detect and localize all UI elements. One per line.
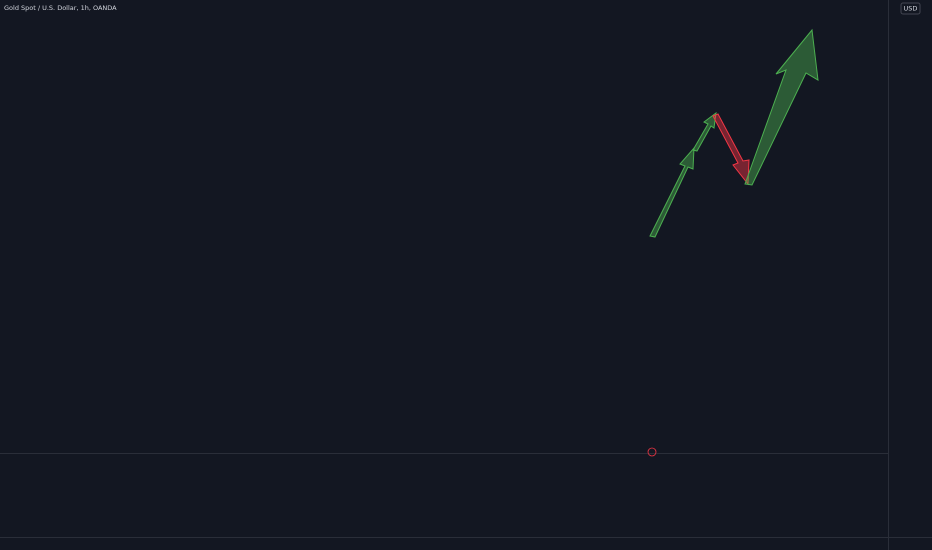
forecast-arrows bbox=[649, 28, 819, 238]
arrow-down bbox=[712, 113, 750, 186]
arrow-up bbox=[649, 146, 695, 238]
currency-box[interactable] bbox=[900, 2, 921, 15]
arrow-up bbox=[744, 28, 819, 186]
currency: USD bbox=[904, 5, 918, 13]
symbol-title: Gold Spot / U.S. Dollar, 1h, OANDA bbox=[4, 4, 117, 12]
event-icon[interactable] bbox=[647, 447, 657, 457]
